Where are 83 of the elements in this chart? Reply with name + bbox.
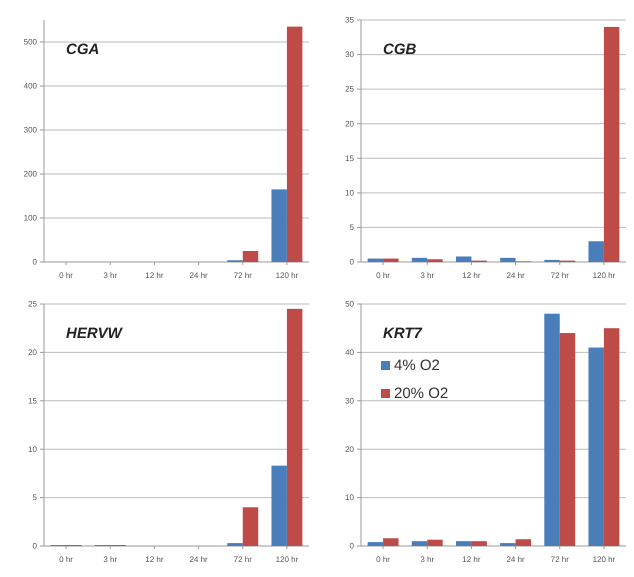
bar — [560, 333, 576, 546]
y-tick-label: 15 — [28, 396, 38, 406]
bar — [227, 543, 243, 546]
y-tick-label: 0 — [350, 258, 355, 267]
y-tick-label: 0 — [32, 258, 38, 267]
y-tick-label: 200 — [24, 170, 38, 179]
x-tick-label: 3 hr — [420, 555, 434, 564]
x-tick-label: 24 hr — [506, 271, 526, 280]
bar — [588, 348, 604, 546]
bar — [544, 314, 560, 546]
y-tick-label: 400 — [24, 82, 38, 91]
y-tick-label: 35 — [345, 16, 355, 25]
y-tick-label: 5 — [32, 493, 38, 502]
y-tick-label: 0 — [350, 542, 355, 551]
bar — [427, 259, 443, 262]
x-tick-label: 24 hr — [506, 555, 526, 564]
x-tick-label: 0 hr — [59, 555, 74, 564]
x-tick-label: 72 hr — [550, 555, 570, 564]
y-tick-label: 40 — [345, 348, 355, 357]
bar — [412, 258, 428, 262]
legend-label: 4% O2 — [394, 357, 440, 374]
x-tick-label: 3 hr — [420, 271, 434, 280]
x-tick-label: 72 hr — [234, 555, 252, 564]
bar — [604, 328, 620, 546]
bar — [412, 541, 428, 546]
bar — [500, 258, 516, 262]
x-tick-label: 3 hr — [103, 271, 118, 280]
bar — [604, 26, 620, 262]
x-tick-label: 0 hr — [376, 271, 390, 280]
bar — [500, 543, 516, 546]
bar — [242, 507, 258, 546]
text: CGA — [66, 41, 100, 58]
bar — [588, 241, 604, 262]
y-tick-label: 25 — [28, 300, 38, 309]
bar — [516, 539, 532, 546]
y-tick-label: 10 — [345, 188, 355, 198]
text: KRT7 — [383, 325, 423, 342]
x-tick-label: 12 hr — [145, 271, 164, 280]
y-tick-label: 30 — [345, 50, 355, 60]
x-tick-label: 12 hr — [462, 271, 481, 280]
y-tick-label: 20 — [345, 119, 355, 128]
bar — [271, 466, 287, 546]
bar — [368, 542, 384, 546]
y-tick-label: 10 — [345, 493, 355, 502]
y-tick-label: 20 — [345, 444, 355, 454]
x-tick-label: 12 hr — [145, 555, 164, 564]
x-tick-label: 120 hr — [276, 271, 299, 280]
x-tick-label: 120 hr — [592, 271, 616, 280]
y-tick-label: 0 — [32, 542, 38, 551]
y-tick-label: 10 — [28, 444, 38, 454]
x-tick-label: 24 hr — [189, 271, 208, 280]
x-tick-label: 120 hr — [592, 555, 616, 564]
y-tick-label: 25 — [345, 84, 355, 94]
x-tick-label: 120 hr — [276, 555, 299, 564]
y-tick-label: 50 — [345, 300, 355, 309]
bar — [271, 189, 287, 262]
bar — [471, 541, 487, 546]
bar — [383, 258, 399, 262]
x-tick-label: 3 hr — [103, 555, 118, 564]
x-tick-label: 0 hr — [59, 271, 74, 280]
y-tick-label: 500 — [24, 38, 38, 47]
text: HERVW — [66, 325, 124, 342]
y-tick-label: 30 — [345, 396, 355, 406]
y-tick-label: 100 — [24, 214, 38, 223]
bar — [456, 256, 472, 262]
bar — [286, 26, 302, 262]
x-tick-label: 72 hr — [234, 271, 252, 280]
y-tick-label: 300 — [24, 126, 38, 135]
y-tick-label: 5 — [350, 222, 355, 232]
bar — [242, 251, 258, 262]
bar — [427, 540, 443, 546]
x-tick-label: 24 hr — [189, 555, 208, 564]
legend-label: 20% O2 — [394, 385, 448, 402]
y-tick-label: 15 — [345, 154, 355, 163]
bar — [383, 538, 399, 546]
bar — [368, 258, 384, 262]
y-tick-label: 20 — [28, 348, 38, 357]
text: CGB — [383, 41, 416, 58]
x-tick-label: 0 hr — [376, 555, 390, 564]
x-tick-label: 12 hr — [462, 555, 481, 564]
bar — [286, 308, 302, 546]
bar — [456, 541, 472, 546]
x-tick-label: 72 hr — [550, 271, 570, 280]
